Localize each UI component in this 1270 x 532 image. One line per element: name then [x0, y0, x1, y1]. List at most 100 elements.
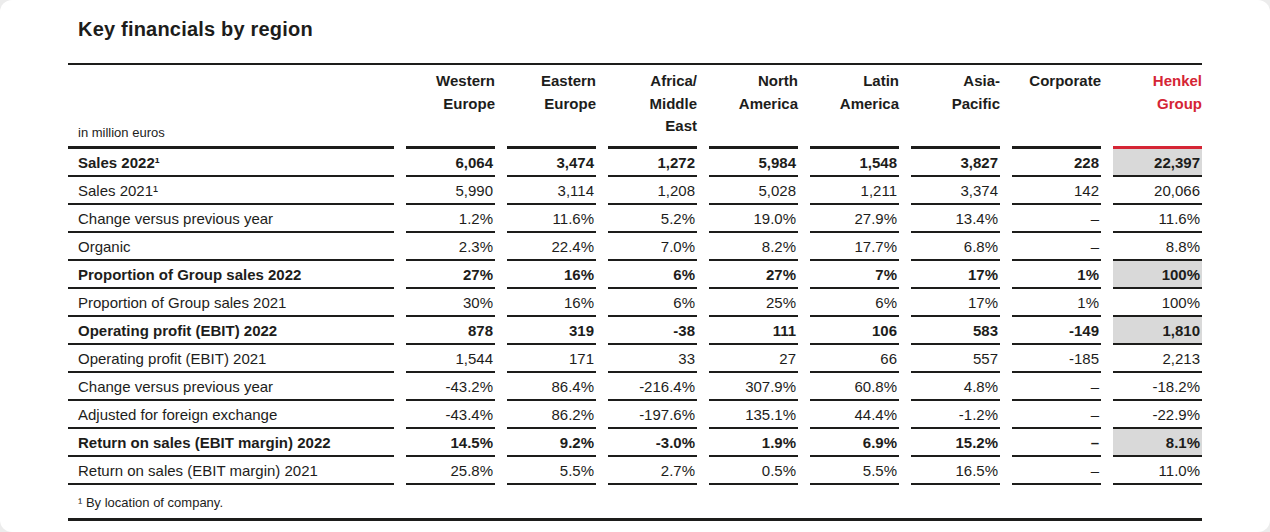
table-region: in million euros Western Europe Eastern …	[68, 63, 1202, 521]
value-cell: 16.5%	[911, 457, 1000, 485]
value-cell: 1,544	[406, 345, 495, 373]
page-title: Key financials by region	[78, 18, 1270, 41]
value-cell: 0.5%	[709, 457, 798, 485]
value-cell: 8.8%	[1113, 233, 1202, 261]
key-financials-table: in million euros Western Europe Eastern …	[56, 65, 1214, 485]
header-row: in million euros Western Europe Eastern …	[68, 65, 1202, 149]
value-cell: 27%	[709, 261, 798, 289]
value-cell: 6%	[608, 261, 697, 289]
value-cell: 8.1%	[1113, 429, 1202, 457]
value-cell: 2,213	[1113, 345, 1202, 373]
value-cell: 4.8%	[911, 373, 1000, 401]
value-cell: -1.2%	[911, 401, 1000, 429]
value-cell: 5.2%	[608, 205, 697, 233]
col-header-latin-america: Latin America	[810, 65, 899, 149]
value-cell: 171	[507, 345, 596, 373]
value-cell: 17%	[911, 289, 1000, 317]
table-row: Sales 2022¹6,0643,4741,2725,9841,5483,82…	[68, 149, 1202, 177]
value-cell: 7.0%	[608, 233, 697, 261]
row-label: Sales 2022¹	[68, 149, 394, 177]
value-cell: 3,374	[911, 177, 1000, 205]
value-cell: 307.9%	[709, 373, 798, 401]
col-header-corporate: Corporate	[1012, 65, 1101, 149]
row-label: Operating profit (EBIT) 2021	[68, 345, 394, 373]
value-cell: -149	[1012, 317, 1101, 345]
value-cell: 27%	[406, 261, 495, 289]
value-cell: 319	[507, 317, 596, 345]
value-cell: -22.9%	[1113, 401, 1202, 429]
col-header-eastern-europe: Eastern Europe	[507, 65, 596, 149]
value-cell: -43.2%	[406, 373, 495, 401]
value-cell: 27.9%	[810, 205, 899, 233]
value-cell: 1.9%	[709, 429, 798, 457]
value-cell: 1,548	[810, 149, 899, 177]
value-cell: 19.0%	[709, 205, 798, 233]
row-label: Change versus previous year	[68, 205, 394, 233]
report-card: Key financials by region in million euro…	[0, 0, 1270, 532]
value-cell: 86.4%	[507, 373, 596, 401]
value-cell: 7%	[810, 261, 899, 289]
value-cell: 22,397	[1113, 149, 1202, 177]
value-cell: 228	[1012, 149, 1101, 177]
value-cell: 878	[406, 317, 495, 345]
value-cell: 2.7%	[608, 457, 697, 485]
value-cell: –	[1012, 429, 1101, 457]
row-label: Operating profit (EBIT) 2022	[68, 317, 394, 345]
value-cell: 2.3%	[406, 233, 495, 261]
row-label: Adjusted for foreign exchange	[68, 401, 394, 429]
value-cell: 15.2%	[911, 429, 1000, 457]
value-cell: -197.6%	[608, 401, 697, 429]
value-cell: 1,272	[608, 149, 697, 177]
value-cell: 135.1%	[709, 401, 798, 429]
row-label: Change versus previous year	[68, 373, 394, 401]
table-row: Return on sales (EBIT margin) 202214.5%9…	[68, 429, 1202, 457]
value-cell: –	[1012, 205, 1101, 233]
value-cell: –	[1012, 233, 1101, 261]
value-cell: 142	[1012, 177, 1101, 205]
col-header-henkel-group: Henkel Group	[1113, 65, 1202, 149]
table-row: Sales 2021¹5,9903,1141,2085,0281,2113,37…	[68, 177, 1202, 205]
value-cell: 11.0%	[1113, 457, 1202, 485]
table-body: Sales 2022¹6,0643,4741,2725,9841,5483,82…	[68, 149, 1202, 485]
row-label: Sales 2021¹	[68, 177, 394, 205]
value-cell: 1,211	[810, 177, 899, 205]
value-cell: 14.5%	[406, 429, 495, 457]
row-label: Return on sales (EBIT margin) 2022	[68, 429, 394, 457]
table-row: Organic2.3%22.4%7.0%8.2%17.7%6.8%–8.8%	[68, 233, 1202, 261]
table-row: Change versus previous year1.2%11.6%5.2%…	[68, 205, 1202, 233]
col-header-north-america: North America	[709, 65, 798, 149]
value-cell: 3,827	[911, 149, 1000, 177]
value-cell: 6%	[608, 289, 697, 317]
value-cell: -18.2%	[1113, 373, 1202, 401]
value-cell: -216.4%	[608, 373, 697, 401]
value-cell: 11.6%	[1113, 205, 1202, 233]
value-cell: 33	[608, 345, 697, 373]
value-cell: 60.8%	[810, 373, 899, 401]
value-cell: 22.4%	[507, 233, 596, 261]
value-cell: 5,990	[406, 177, 495, 205]
value-cell: -38	[608, 317, 697, 345]
value-cell: 25%	[709, 289, 798, 317]
value-cell: -3.0%	[608, 429, 697, 457]
table-row: Operating profit (EBIT) 20211,5441713327…	[68, 345, 1202, 373]
col-header-western-europe: Western Europe	[406, 65, 495, 149]
value-cell: 86.2%	[507, 401, 596, 429]
row-label: Organic	[68, 233, 394, 261]
value-cell: 66	[810, 345, 899, 373]
value-cell: 6,064	[406, 149, 495, 177]
table-row: Change versus previous year -43.2% 86.4% -2…	[68, 373, 1202, 401]
value-cell: 6.8%	[911, 233, 1000, 261]
row-label: Proportion of Group sales 2022	[68, 261, 394, 289]
value-cell: 1,810	[1113, 317, 1202, 345]
row-label: Proportion of Group sales 2021	[68, 289, 394, 317]
value-cell: 25.8%	[406, 457, 495, 485]
table-row: Return on sales (EBIT margin) 2021 25.8% 5…	[68, 457, 1202, 485]
value-cell: 6%	[810, 289, 899, 317]
value-cell: 6.9%	[810, 429, 899, 457]
value-cell: 1%	[1012, 261, 1101, 289]
value-cell: 5.5%	[507, 457, 596, 485]
value-cell: 557	[911, 345, 1000, 373]
row-label: Return on sales (EBIT margin) 2021	[68, 457, 394, 485]
footnote: ¹ By location of company.	[68, 485, 1202, 518]
value-cell: –	[1012, 457, 1101, 485]
